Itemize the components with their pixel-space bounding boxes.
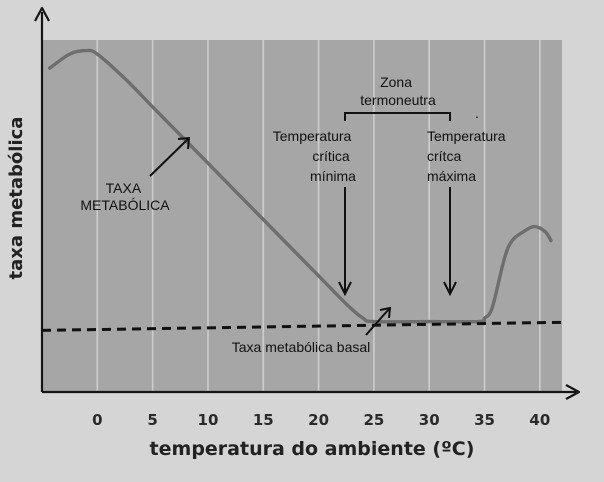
zona-label-line-2: termoneutra (360, 92, 436, 108)
x-tick-label-7: 35 (474, 411, 495, 429)
grid-lines (96, 40, 541, 392)
basal-pointer-arrow (365, 308, 390, 336)
x-tick-label-1: 5 (147, 411, 157, 429)
min-label: Temperatura crítica mínima (273, 128, 356, 184)
x-axis-title: temperatura do ambiente (ºC) (150, 438, 475, 460)
min-label-line-2: crítica (312, 148, 350, 164)
max-label-line-1: Temperatura (427, 128, 506, 144)
min-label-line-1: Temperatura (273, 128, 352, 144)
metabolic-rate-line (48, 48, 553, 324)
max-label-line-2: crítca (427, 148, 461, 164)
taxa-label-line-1: TAXA (106, 180, 142, 196)
x-tick-labels: 0 5 10 15 20 25 30 35 40 (92, 411, 550, 429)
taxa-pointer-arrowhead (177, 136, 191, 150)
x-tick-label-6: 30 (419, 411, 440, 429)
plot-background (42, 40, 562, 392)
x-tick-label-2: 10 (198, 411, 219, 429)
taxa-pointer-arrow (149, 138, 189, 177)
zona-dot: . (475, 105, 479, 121)
basal-label: Taxa metabólica basal (232, 339, 371, 355)
basal-pointer-arrowhead (379, 306, 392, 319)
zona-label: Zona termoneutra (360, 74, 436, 108)
x-tick-label-5: 25 (363, 411, 384, 429)
taxa-label-line-2: METABÓLICA (80, 197, 170, 213)
x-tick-label-3: 15 (253, 411, 274, 429)
x-axis-arrowhead (565, 384, 581, 400)
y-axis-arrowhead (34, 6, 50, 22)
x-tick-label-8: 40 (529, 411, 550, 429)
y-axis-title: taxa metabólica (6, 117, 27, 280)
max-label-line-3: máxima (427, 168, 476, 184)
max-label: Temperatura crítca máxima (427, 128, 509, 184)
min-pointer-arrowhead (338, 281, 352, 297)
zona-bracket (344, 112, 451, 121)
basal-rate-line (41, 320, 563, 332)
zona-label-line-1: Zona (380, 74, 412, 90)
max-pointer-arrowhead (443, 281, 457, 297)
x-tick-label-4: 20 (308, 411, 329, 429)
x-tick-label-0: 0 (92, 411, 102, 429)
taxa-label: TAXA METABÓLICA (80, 180, 170, 213)
min-label-line-3: mínima (310, 168, 356, 184)
